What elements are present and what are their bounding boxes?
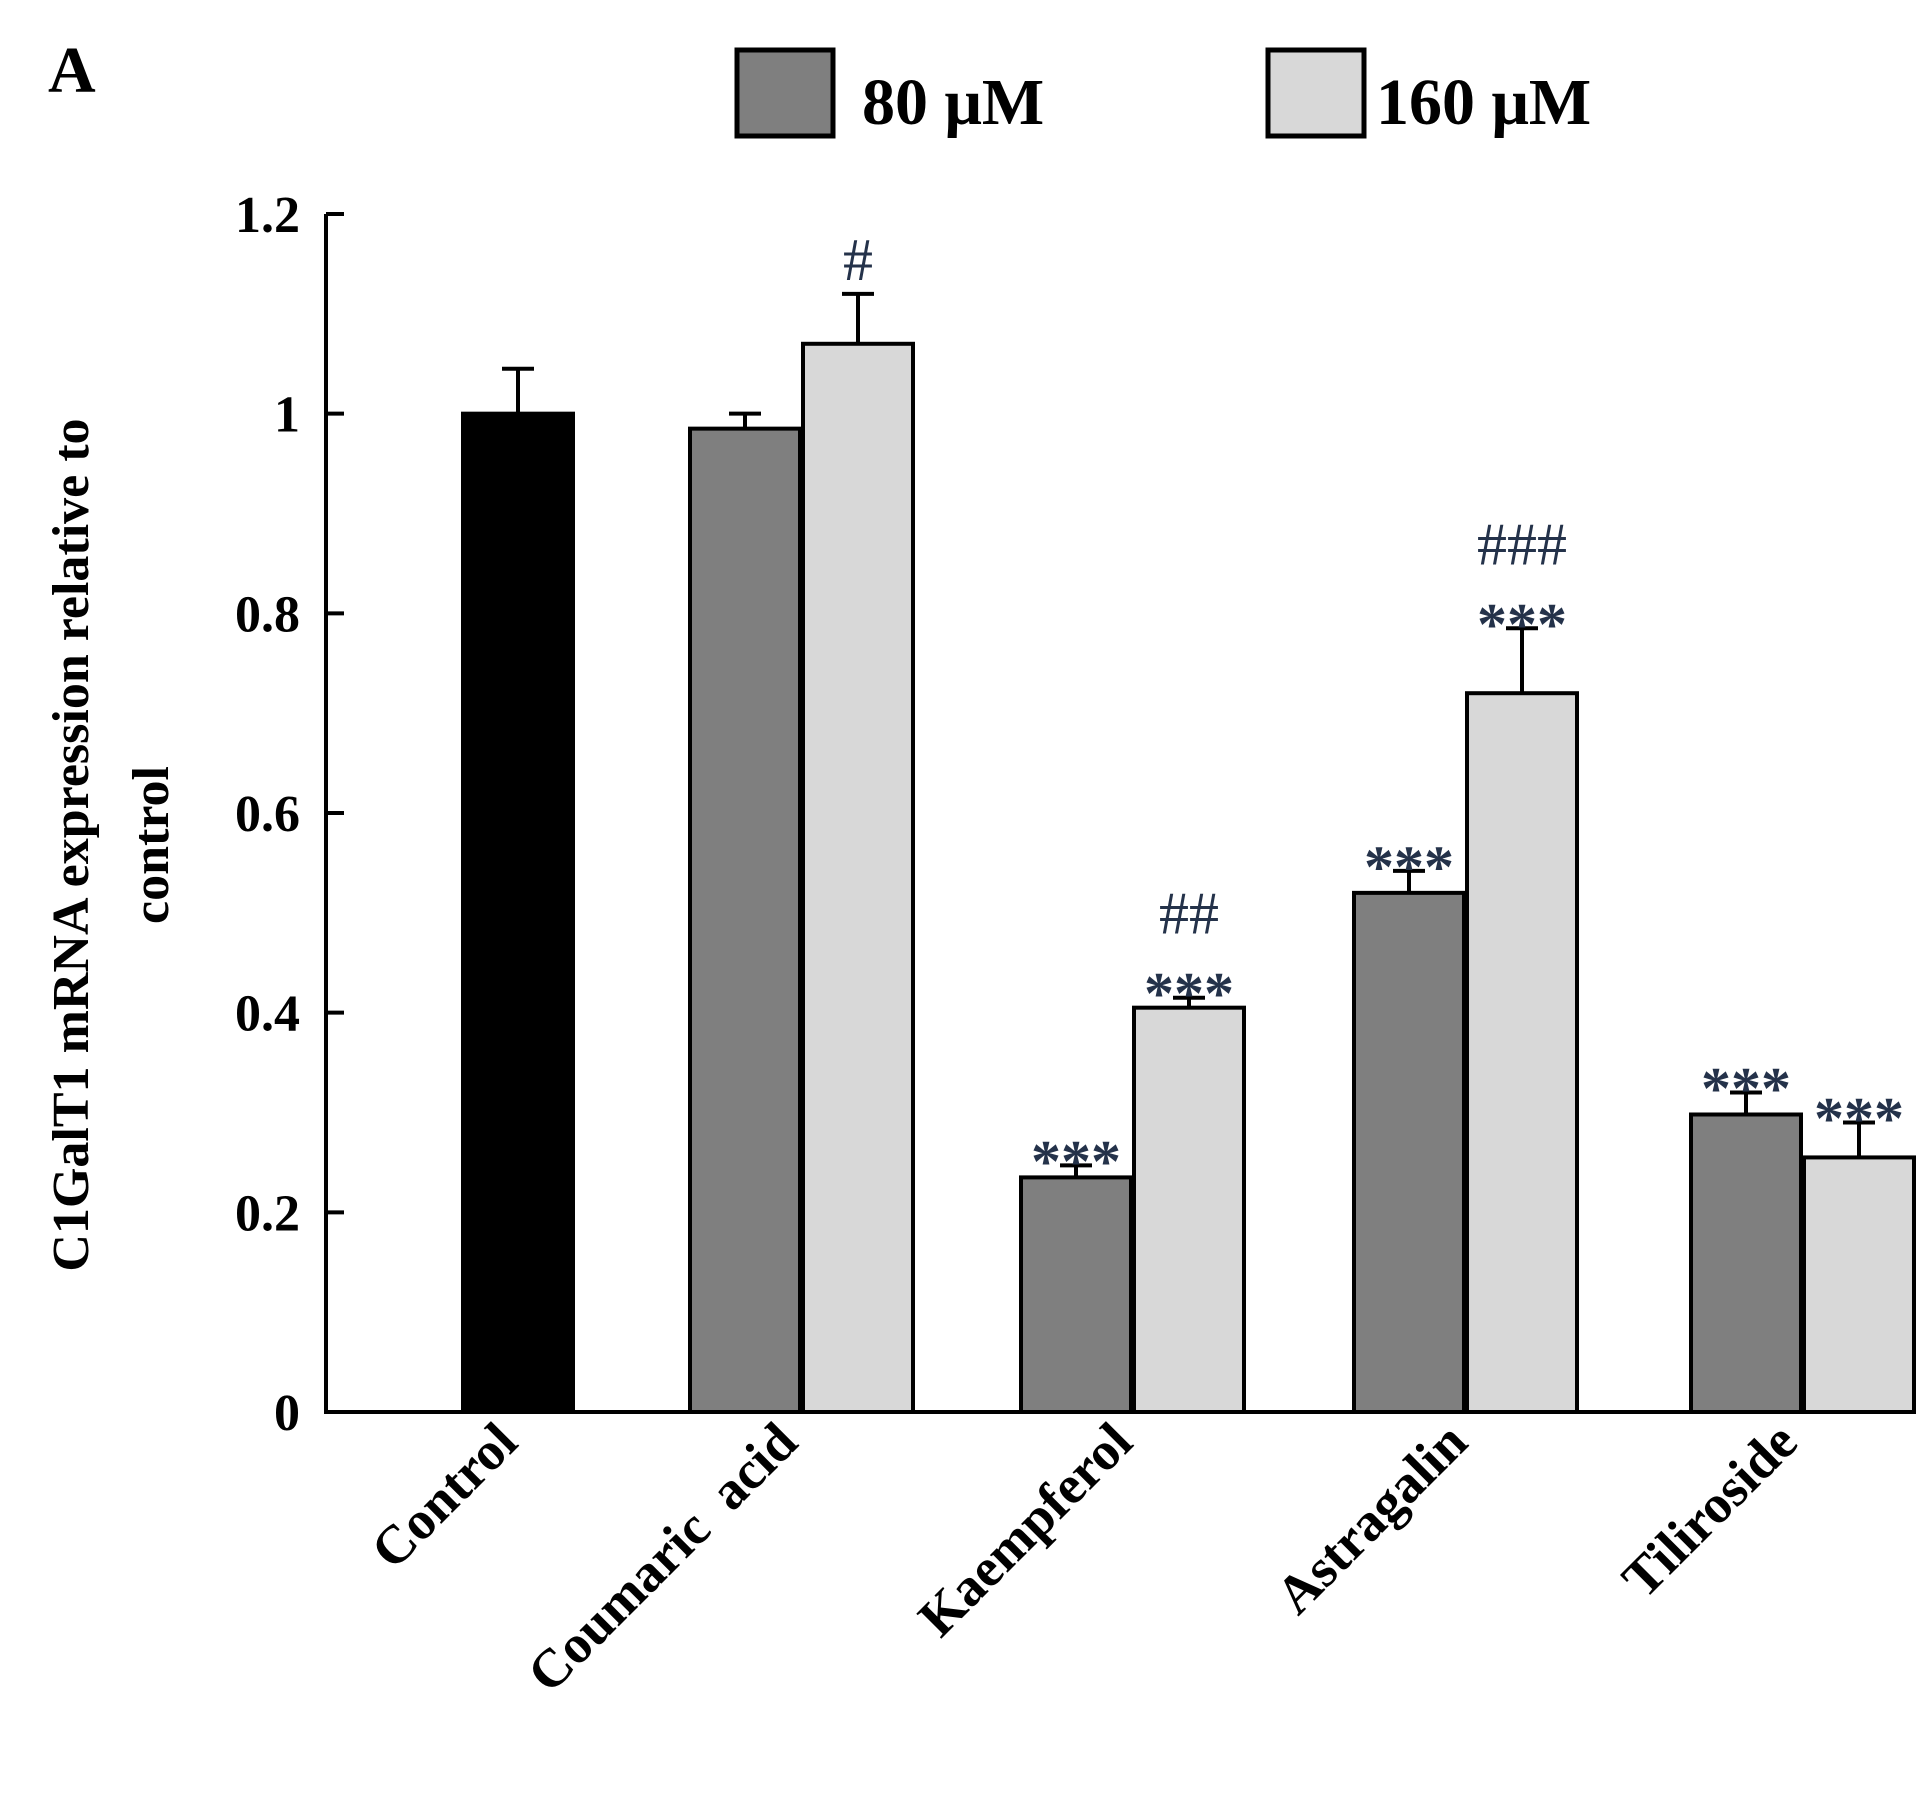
y-axis-title: C1GalT1 mRNA expression relative to cont… <box>43 418 180 1271</box>
y-tick-label: 0.2 <box>235 1185 300 1242</box>
bar-4-1 <box>1802 1155 1916 1415</box>
y-axis-title-line2: control <box>123 766 180 924</box>
legend-swatch-160 <box>1265 47 1367 139</box>
y-tick-label: 0.8 <box>235 586 300 643</box>
significance-stars: *** <box>1144 961 1234 1027</box>
bar-3-0 <box>1352 890 1466 1414</box>
bar-4-0 <box>1689 1112 1803 1415</box>
legend-swatch-80 <box>734 47 836 139</box>
x-category-label: Coumaric acid <box>516 1411 809 1704</box>
y-tick-label: 0.6 <box>235 786 300 843</box>
y-tick-label: 0 <box>274 1385 300 1442</box>
significance-hashes: ## <box>1159 881 1219 947</box>
significance-stars: *** <box>1364 834 1454 900</box>
significance-stars: *** <box>1814 1085 1904 1151</box>
significance-hashes: # <box>843 227 873 293</box>
y-tick-label: 1 <box>274 387 300 444</box>
significance-hashes: ### <box>1477 511 1567 577</box>
y-tick-label: 1.2 <box>235 187 300 244</box>
y-axis-ticks: 0 0.2 0.4 0.6 0.8 1 1.2 <box>235 187 344 1442</box>
bar-2-0 <box>1019 1175 1133 1415</box>
significance-stars: *** <box>1031 1128 1121 1194</box>
x-category-label: Tiliroside <box>1610 1411 1808 1609</box>
bar-1-0 <box>688 426 802 1414</box>
panel-label: A <box>48 34 96 107</box>
significance-stars: *** <box>1477 591 1567 657</box>
x-category-label: Control <box>359 1411 528 1580</box>
legend-label-80: 80 μM <box>862 66 1044 139</box>
bar-3-1 <box>1465 691 1579 1414</box>
legend: 80 μM 160 μM <box>734 47 1591 139</box>
bar-1-1 <box>801 341 915 1414</box>
y-tick-label: 0.4 <box>235 986 300 1043</box>
bars-layer <box>461 291 1916 1415</box>
x-category-label: Astragalin <box>1264 1411 1478 1625</box>
x-category-label: Kaempferol <box>907 1411 1144 1648</box>
y-axis-title-line1: C1GalT1 mRNA expression relative to <box>43 418 100 1271</box>
annotations-layer: # *** *** ## *** *** ### *** *** <box>843 227 1904 1195</box>
bar-0-0 <box>461 411 575 1414</box>
legend-label-160: 160 μM <box>1376 66 1591 139</box>
significance-stars: *** <box>1701 1056 1791 1122</box>
bar-2-1 <box>1132 1005 1246 1414</box>
